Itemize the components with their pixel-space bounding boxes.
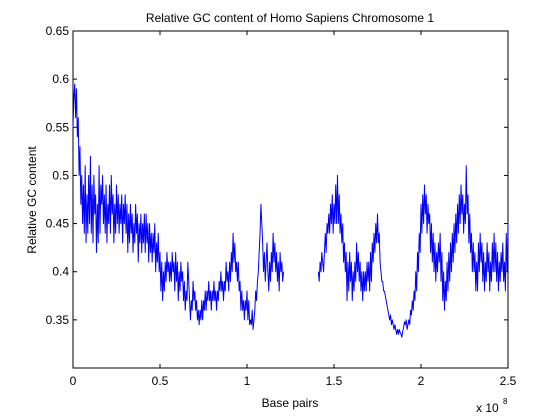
y-tick-label: 0.6 bbox=[52, 72, 69, 86]
x-axis-label: Base pairs bbox=[262, 396, 319, 410]
y-tick-label: 0.55 bbox=[46, 120, 70, 134]
x-tick-label: 0.5 bbox=[152, 374, 169, 388]
y-tick-label: 0.35 bbox=[46, 313, 70, 327]
x-tick-label: 1.5 bbox=[326, 374, 343, 388]
plot-area bbox=[72, 30, 509, 369]
gc-line-segment-1 bbox=[72, 83, 285, 330]
y-tick-label: 0.5 bbox=[52, 168, 69, 182]
x-tick-label: 1 bbox=[244, 374, 251, 388]
gc-series bbox=[72, 83, 509, 338]
y-axis-label: Relative GC content bbox=[25, 146, 39, 254]
y-tick-label: 0.45 bbox=[46, 217, 70, 231]
chart-title: Relative GC content of Homo Sapiens Chro… bbox=[146, 11, 434, 25]
y-tick-label: 0.65 bbox=[46, 24, 70, 38]
x-axis: 0 0.5 1 1.5 2 2.5 bbox=[70, 31, 517, 388]
x-tick-label: 2 bbox=[418, 374, 425, 388]
gc-line-segment-2 bbox=[317, 165, 509, 338]
y-tick-label: 0.4 bbox=[52, 265, 69, 279]
x-exponent-label: x 10 bbox=[476, 401, 499, 415]
y-axis: 0.35 0.4 0.45 0.5 0.55 0.6 0.65 bbox=[46, 24, 508, 327]
x-tick-label: 2.5 bbox=[500, 374, 517, 388]
x-tick-label: 0 bbox=[70, 374, 77, 388]
x-exponent-superscript: 8 bbox=[503, 397, 508, 406]
